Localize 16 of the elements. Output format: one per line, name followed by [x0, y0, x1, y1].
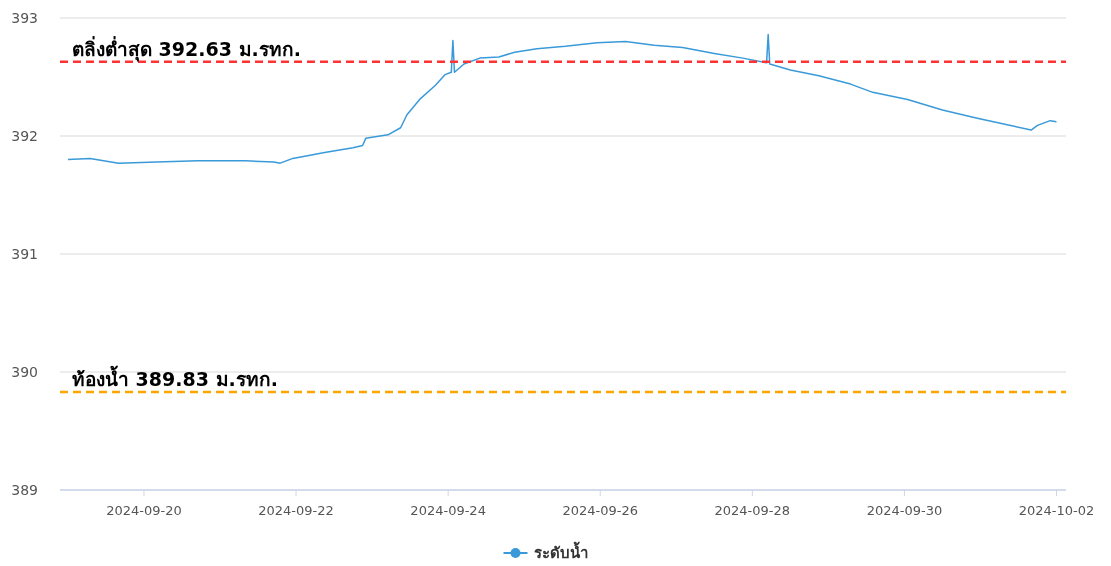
- line-series: [67, 33, 1058, 164]
- y-tick-label: 390: [11, 364, 38, 380]
- x-tick-label: 2024-09-22: [258, 503, 334, 518]
- y-tick-label: 392: [11, 128, 38, 144]
- ref-line-label: ท้องน้ำ 389.83 ม.รทก.: [72, 365, 278, 391]
- ref-line-label: ตลิ่งต่ำสุด 392.63 ม.รทก.: [72, 35, 301, 62]
- x-tick-label: 2024-10-02: [1018, 503, 1095, 518]
- x-tick-label: 2024-09-28: [714, 503, 791, 518]
- y-tick-label: 391: [11, 246, 38, 262]
- y-tick-label: 393: [11, 10, 38, 26]
- x-tick-label: 2024-09-20: [106, 503, 182, 518]
- x-tick-label: 2024-09-24: [410, 503, 486, 518]
- x-tick-label: 2024-09-26: [562, 503, 639, 518]
- legend-label: ระดับน้ำ: [533, 541, 588, 562]
- x-tick-label: 2024-09-30: [866, 503, 943, 518]
- y-tick-label: 389: [11, 482, 38, 498]
